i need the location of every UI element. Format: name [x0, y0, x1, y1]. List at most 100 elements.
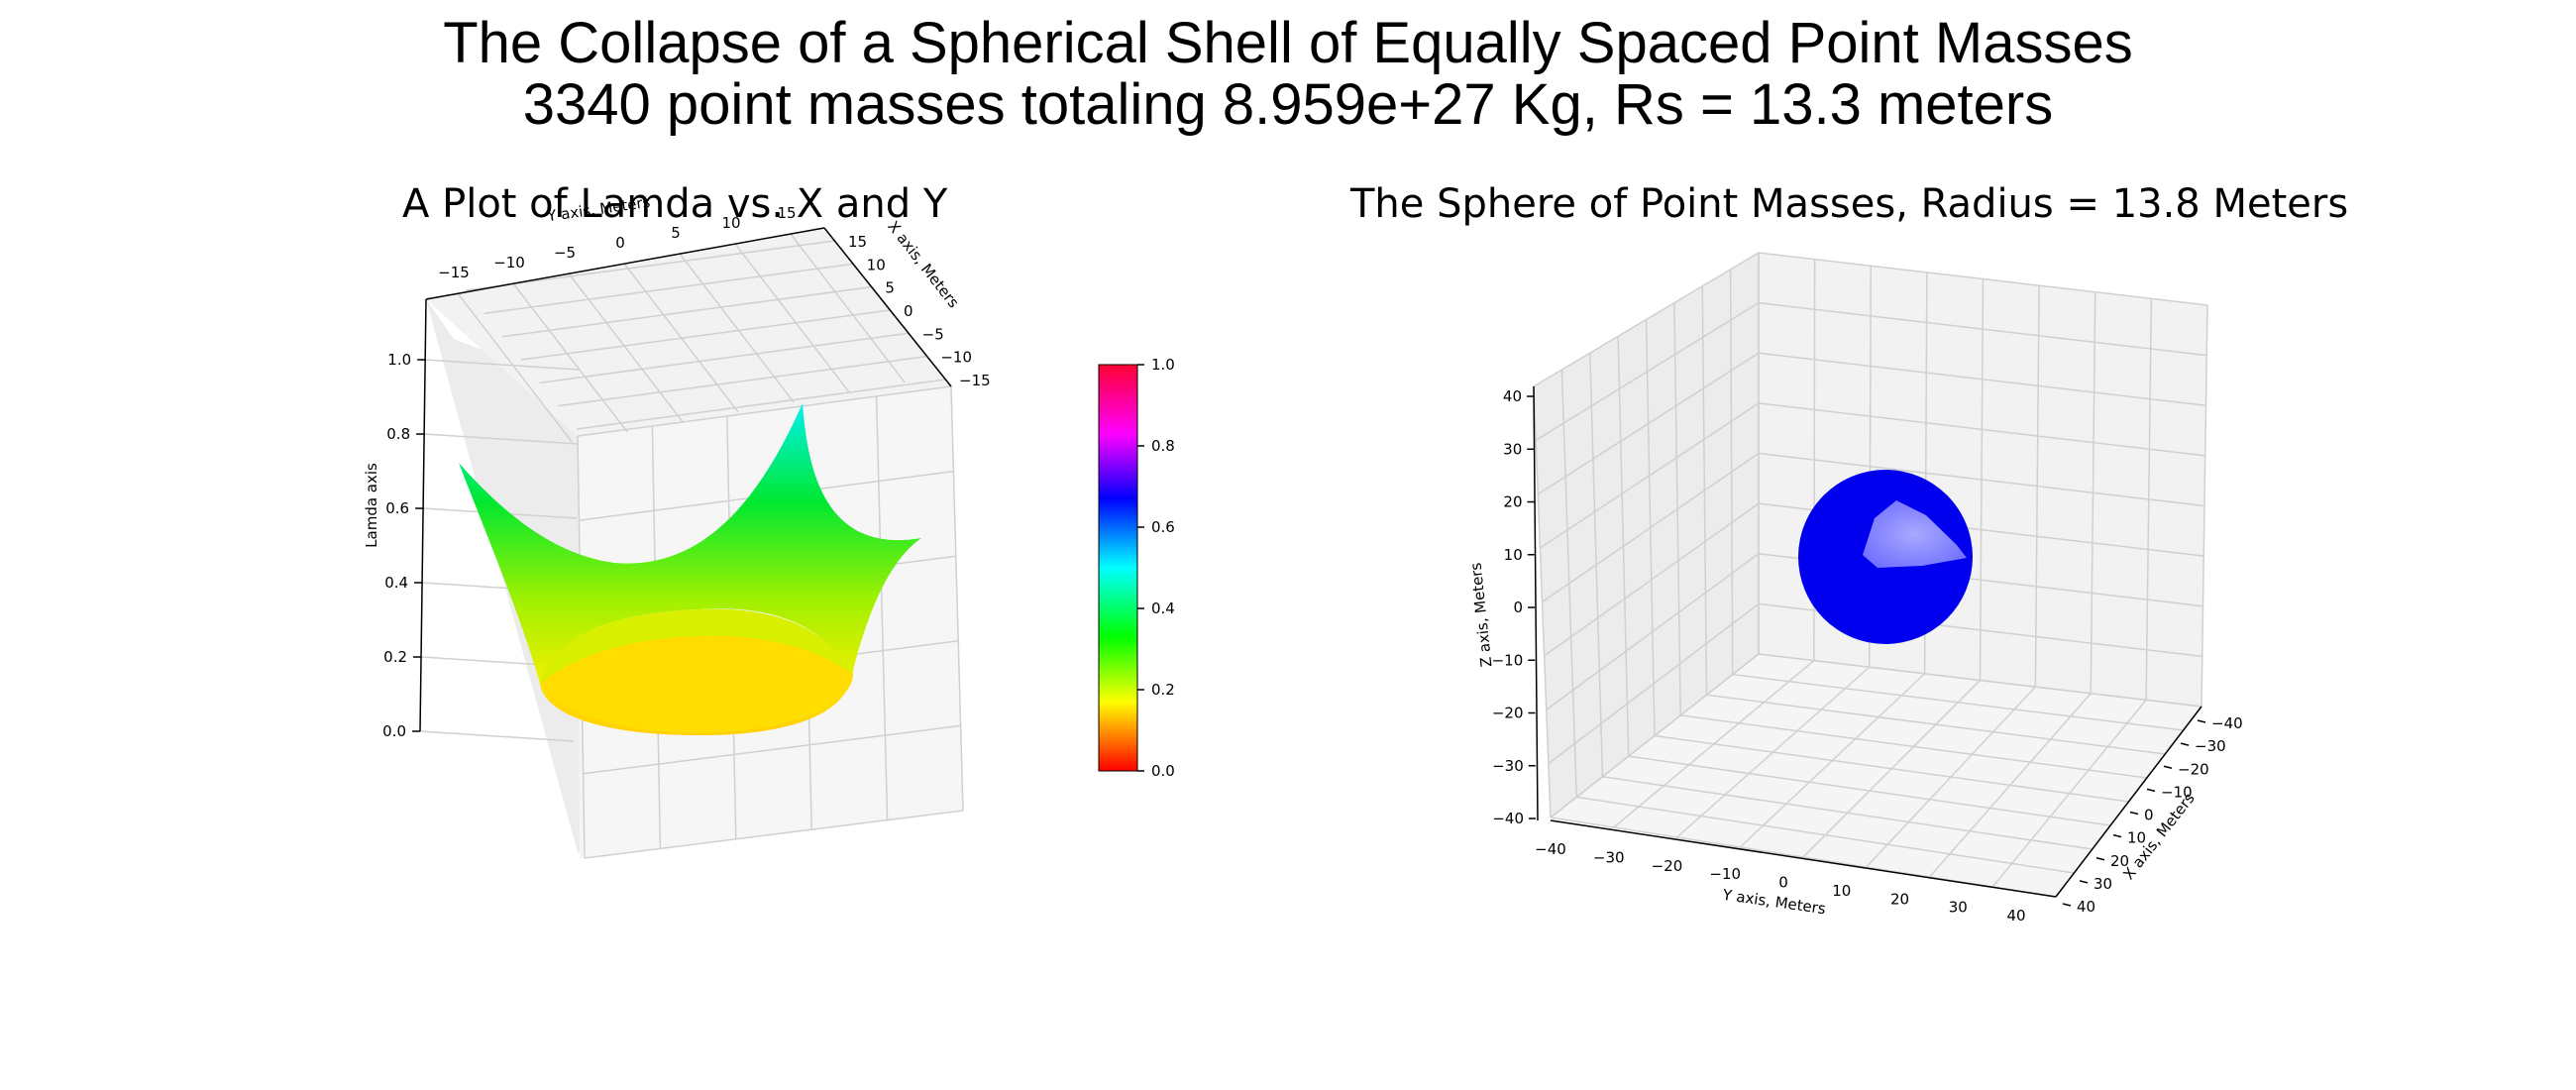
surface-plot-panel: 0.0 0.2 0.4 0.6 0.8 1.0 0.0 0.2 0.4 0.6 0.8 1.0 −15… — [363, 193, 1175, 859]
y-grid-line-r — [2145, 298, 2153, 701]
x-grid-line-r — [1533, 385, 1552, 818]
y-tick-label: −15 — [438, 264, 470, 281]
x-grid-line — [576, 379, 946, 430]
y-axis-label-r: Y axis, Meters — [1721, 886, 1827, 919]
z-axis-label-r: Z axis, Meters — [1467, 562, 1496, 668]
x-grid-line-r — [1680, 714, 2147, 779]
surface-rim — [459, 403, 921, 684]
y-tick-label-r: 30 — [1949, 899, 1968, 917]
x-grid-line-r — [1654, 734, 2129, 803]
x-grid-line-r — [1576, 796, 2075, 874]
back-pane-left-r — [1534, 253, 1759, 818]
z-axis-label: Lamda axis — [363, 463, 380, 548]
z-tick-label: 0.4 — [384, 574, 408, 592]
y-grid-line-r — [1979, 278, 1985, 681]
colorbar-tick-label: 0.4 — [1151, 600, 1175, 617]
x-tick-label-r: 0 — [2144, 807, 2154, 824]
pane-grid-line — [577, 385, 952, 437]
figure-title-line-1: The Collapse of a Spherical Shell of Equ… — [443, 11, 2133, 75]
z-tick-label-r: −20 — [1492, 705, 1524, 722]
y-axis-line — [425, 227, 825, 300]
z-grid-line — [425, 359, 580, 371]
x-tick-label-r: 10 — [2127, 829, 2146, 847]
x-grid-line-r — [1645, 319, 1656, 736]
y-grid-line-r — [2200, 304, 2208, 708]
x-tick-mark-r — [2112, 833, 2122, 838]
y-tick-label-r: −40 — [1535, 840, 1566, 858]
z-tick-label-r: −40 — [1492, 810, 1524, 827]
colorbar-tick-label: 0.2 — [1151, 681, 1175, 699]
x-grid-line-r — [1758, 653, 2202, 708]
y-tick-label-r: 40 — [2006, 907, 2025, 925]
figure-title-line-2: 3340 point masses totaling 8.959e+27 Kg,… — [522, 72, 2054, 137]
z-tick-label: 0.2 — [383, 648, 407, 666]
z-grid-line — [424, 433, 579, 445]
x-grid-line — [558, 355, 927, 407]
x-axis-label: X axis, Meters — [884, 218, 962, 312]
colorbar-tick-label: 0.6 — [1151, 518, 1175, 536]
lamda-surface — [459, 403, 921, 735]
x-grid-line-r — [1729, 269, 1734, 675]
x-tick-label-r: −40 — [2211, 714, 2243, 732]
colorbar: 0.0 0.2 0.4 0.6 0.8 1.0 — [1098, 356, 1175, 780]
x-axis-line-r — [2055, 706, 2202, 898]
x-tick-label-r: 20 — [2110, 852, 2129, 870]
z-tick-label: 1.0 — [387, 351, 411, 369]
z-tick-label-r: 20 — [1503, 493, 1522, 511]
x-tick-mark-r — [2163, 765, 2173, 769]
x-grid-line — [483, 263, 853, 315]
surface-axis-ticks: 0.00.20.40.60.81.0−15−10−5051015151050−5… — [382, 204, 991, 740]
colorbar-tick-label: 1.0 — [1151, 356, 1175, 374]
y-tick-label: −10 — [493, 254, 525, 272]
x-grid-line-r — [1706, 694, 2166, 755]
x-tick-mark-r — [2095, 857, 2105, 861]
z-tick-label-r: −10 — [1492, 651, 1524, 669]
y-tick-label-r: 20 — [1890, 890, 1909, 908]
x-tick-label: 5 — [885, 279, 895, 297]
x-tick-label-r: −30 — [2195, 737, 2226, 755]
sphere-grid — [1533, 252, 2208, 898]
colorbar-tick-label: 0.8 — [1151, 437, 1175, 455]
x-axis-line — [823, 227, 952, 387]
x-tick-label-r: 40 — [2077, 898, 2095, 916]
z-tick-label-r: −30 — [1492, 757, 1524, 775]
x-tick-mark-r — [2146, 788, 2156, 793]
colorbar-gradient — [1098, 364, 1138, 772]
z-tick-label: 0.8 — [386, 425, 410, 443]
sphere-highlight-patch — [1863, 500, 1967, 568]
x-tick-label: −10 — [940, 349, 972, 367]
x-grid-line-r — [1673, 302, 1681, 715]
y-tick-label-r: 0 — [1778, 874, 1788, 892]
x-tick-mark-r — [2180, 742, 2190, 746]
pane-grid-line — [950, 385, 964, 812]
floor-pane-r — [1551, 654, 2201, 897]
surface-plot-title: A Plot of Lamda vs. X and Y — [402, 181, 948, 227]
pane-grid-line — [583, 724, 961, 775]
x-tick-mark-r — [2062, 903, 2072, 907]
y-grid-line — [568, 272, 684, 423]
x-tick-label: −5 — [922, 325, 944, 343]
y-grid-line — [790, 233, 906, 383]
colorbar-ticks: 0.0 0.2 0.4 0.6 0.8 1.0 — [1137, 356, 1175, 780]
x-grid-line-r — [1701, 285, 1708, 696]
x-tick-label: −15 — [959, 372, 991, 389]
y-tick-label: 15 — [777, 204, 796, 222]
y-tick-label: 5 — [671, 224, 681, 242]
y-grid-line-r — [2034, 285, 2040, 688]
y-axis-line-r — [1550, 819, 2057, 898]
z-axis-line-r — [1533, 385, 1539, 821]
x-grid-line — [520, 309, 891, 361]
z-tick-label-r: 10 — [1504, 546, 1523, 564]
x-tick-mark-r — [2197, 719, 2206, 723]
x-grid-line-r — [1560, 370, 1577, 798]
x-grid-line — [539, 332, 909, 384]
x-tick-label-r: 30 — [2093, 875, 2112, 893]
x-tick-label: 10 — [867, 256, 886, 273]
surface-inner-wall — [540, 608, 852, 684]
z-tick-label-r: 0 — [1513, 599, 1523, 616]
y-grid-line — [734, 243, 850, 393]
x-grid-line-r — [1617, 336, 1630, 757]
z-grid-line — [419, 730, 575, 742]
x-grid-line-r — [1628, 755, 2111, 826]
